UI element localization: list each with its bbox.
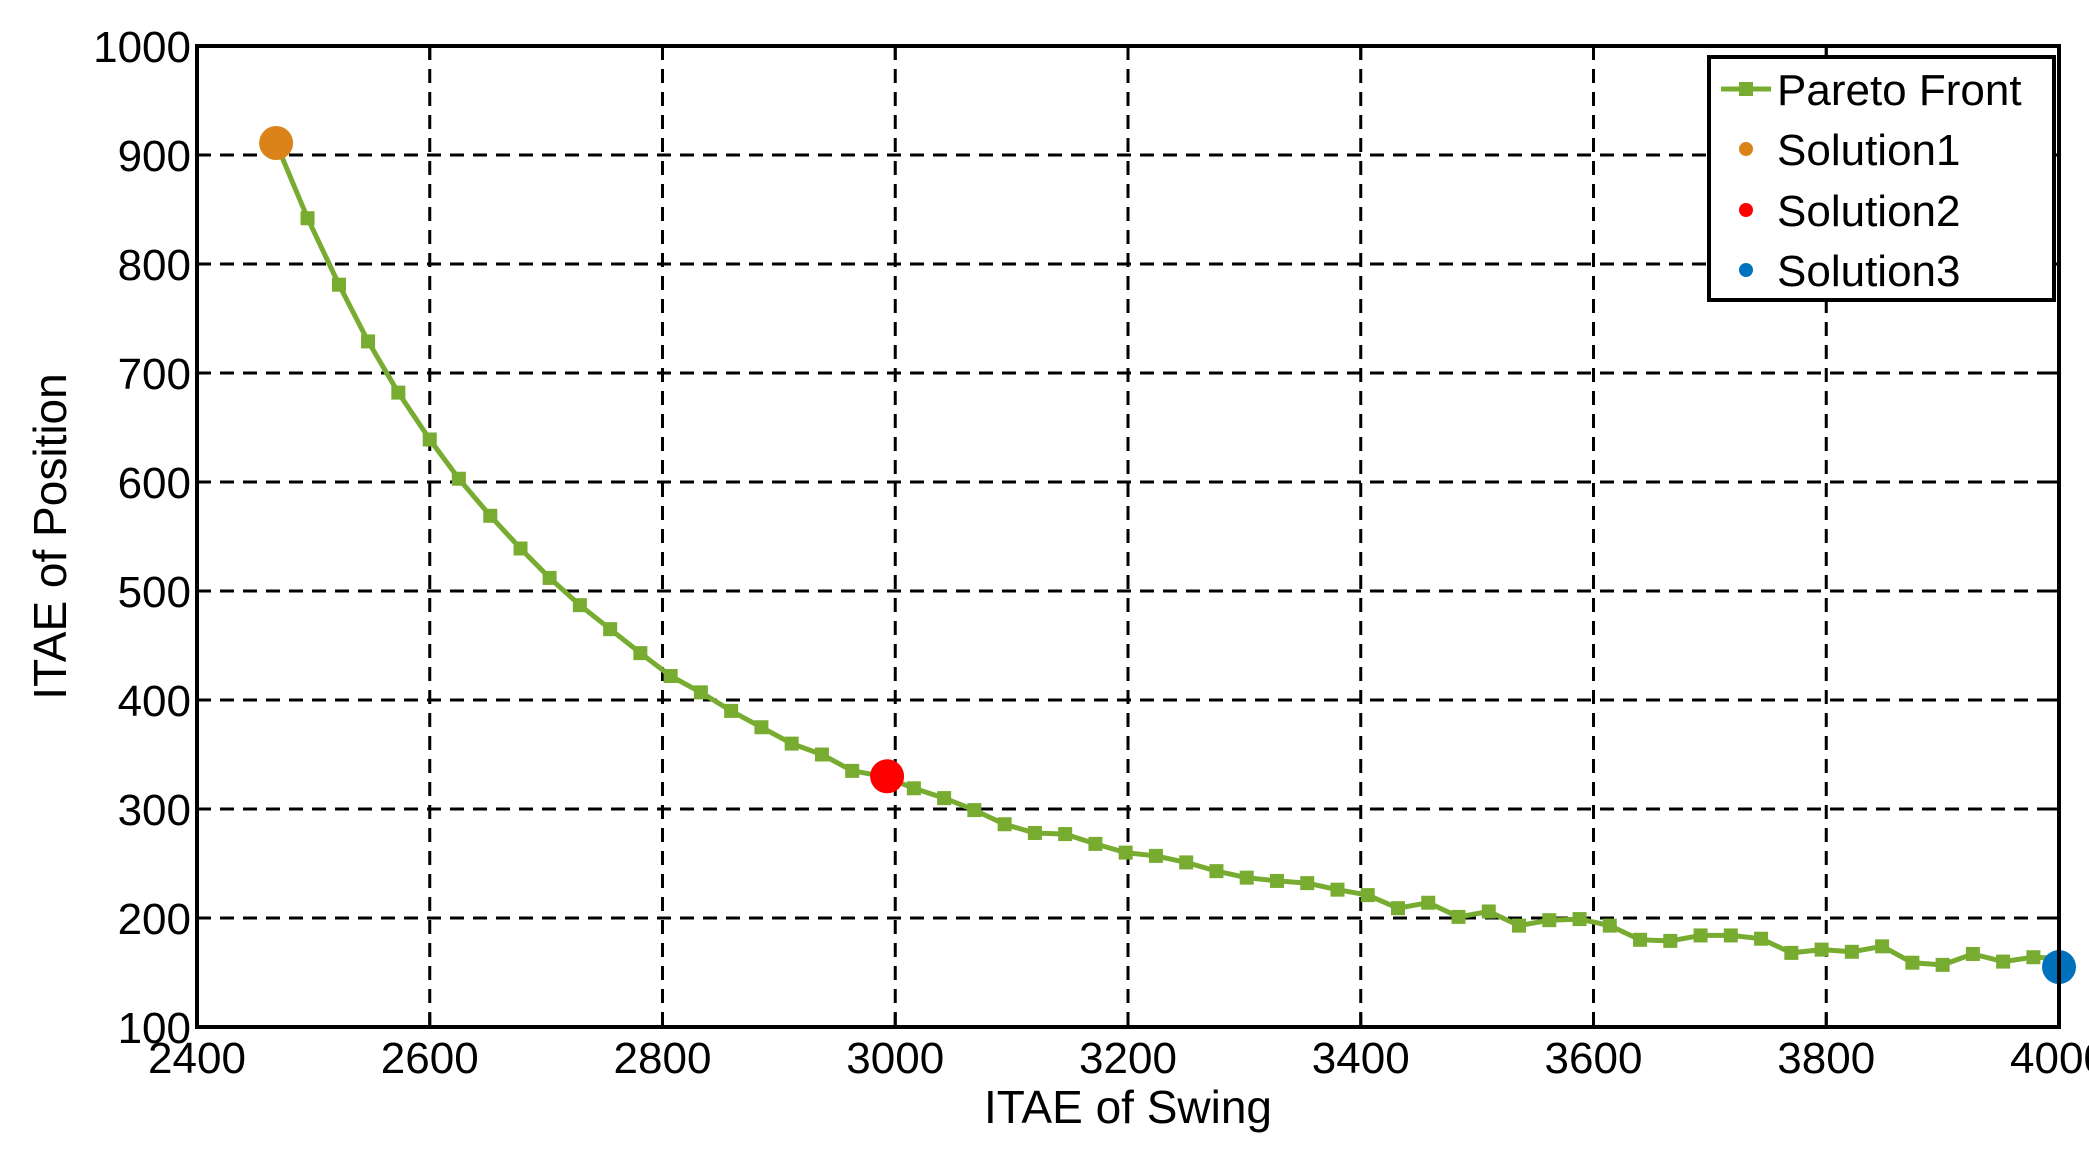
pareto-point — [1481, 904, 1496, 919]
pareto-point — [1421, 895, 1436, 910]
pareto-point — [422, 432, 437, 447]
pareto-point — [572, 598, 587, 613]
pareto-point — [1844, 944, 1859, 959]
pareto-point — [997, 817, 1012, 832]
pareto-point — [724, 703, 739, 718]
pareto-point — [1148, 848, 1163, 863]
pareto-point — [1572, 912, 1587, 927]
pareto-point — [451, 471, 466, 486]
pareto-point — [361, 334, 376, 349]
pareto-point — [1693, 928, 1708, 943]
pareto-point — [1935, 957, 1950, 972]
pareto-point — [1602, 918, 1617, 933]
pareto-point — [693, 685, 708, 700]
pareto-point — [1996, 954, 2011, 969]
pareto-point — [300, 211, 315, 226]
pareto-point — [1905, 955, 1920, 970]
legend-dot-swatch — [1739, 203, 1753, 217]
pareto-point — [1118, 845, 1133, 860]
legend-entry-label: Solution2 — [1777, 187, 1960, 236]
pareto-point — [1027, 825, 1042, 840]
pareto-point — [967, 803, 982, 818]
pareto-point — [1512, 918, 1527, 933]
pareto-point — [1663, 933, 1678, 948]
pareto-point — [2026, 950, 2041, 965]
y-axis-label: ITAE of Position — [24, 373, 76, 699]
legend-box — [1707, 55, 2056, 302]
pareto-point — [937, 791, 952, 806]
legend-entry-label: Solution3 — [1777, 247, 1960, 296]
x-tick-label: 4000 — [2010, 1034, 2089, 1083]
pareto-point — [331, 277, 346, 292]
y-tick-label: 200 — [118, 895, 191, 944]
pareto-point — [513, 541, 528, 556]
pareto-point — [1754, 931, 1769, 946]
y-tick-label: 900 — [118, 132, 191, 181]
legend-entry-label: Pareto Front — [1777, 66, 2022, 115]
pareto-point — [391, 385, 406, 400]
series-layer — [259, 126, 2076, 985]
y-tick-label: 800 — [118, 241, 191, 290]
grid — [197, 46, 2059, 1027]
pareto-point — [1088, 836, 1103, 851]
pareto-point — [814, 747, 829, 762]
legend-square-swatch — [1739, 82, 1753, 96]
y-tick-label: 500 — [118, 568, 191, 617]
solution2-point — [870, 759, 905, 794]
x-tick-label: 3800 — [1777, 1034, 1875, 1083]
y-tick-label: 700 — [118, 350, 191, 399]
pareto-point — [1209, 864, 1224, 879]
x-tick-label: 3200 — [1079, 1034, 1177, 1083]
x-tick-label: 2400 — [148, 1034, 246, 1083]
pareto-point — [1451, 909, 1466, 924]
legend-dot-swatch — [1739, 263, 1753, 277]
pareto-point — [1390, 901, 1405, 916]
pareto-point — [1875, 939, 1890, 954]
pareto-point — [1058, 827, 1073, 842]
pareto-point — [845, 763, 860, 778]
pareto-point — [1723, 928, 1738, 943]
x-tick-label: 3600 — [1545, 1034, 1643, 1083]
pareto-point — [1239, 870, 1254, 885]
pareto-point — [1965, 946, 1980, 961]
pareto-point — [906, 781, 921, 796]
legend-dot-swatch — [1739, 142, 1753, 156]
pareto-point — [1542, 913, 1557, 928]
x-tick-label: 3400 — [1312, 1034, 1410, 1083]
pareto-point — [603, 622, 618, 637]
y-tick-label: 300 — [118, 786, 191, 835]
pareto-point — [663, 669, 678, 684]
y-tick-label: 400 — [118, 677, 191, 726]
pareto-point — [542, 570, 557, 585]
pareto-point — [1814, 942, 1829, 957]
pareto-point — [633, 646, 648, 661]
pareto-point — [483, 508, 498, 523]
solution1-point — [259, 126, 294, 161]
tick-layer: 2400 2600 2800 3000 3200 3400 3600 3800 4000 100 2… — [93, 23, 2089, 1083]
pareto-point — [1360, 888, 1375, 903]
legend: Pareto Front Solution1 Solution2 Solution3 — [1707, 55, 2056, 302]
x-tick-label: 2600 — [381, 1034, 479, 1083]
pareto-point — [1633, 932, 1648, 947]
pareto-point — [784, 736, 799, 751]
pareto-point — [754, 720, 769, 735]
x-tick-label: 3000 — [846, 1034, 944, 1083]
y-tick-label: 1000 — [93, 23, 191, 72]
pareto-point — [1179, 855, 1194, 870]
legend-entry-label: Solution1 — [1777, 126, 1960, 175]
pareto-point — [1269, 873, 1284, 888]
x-tick-label: 2800 — [614, 1034, 712, 1083]
y-tick-label: 600 — [118, 459, 191, 508]
pareto-point — [1784, 945, 1799, 960]
pareto-point — [1300, 876, 1315, 891]
x-axis-label: ITAE of Swing — [984, 1081, 1272, 1133]
y-tick-label: 100 — [118, 1004, 191, 1053]
pareto-point — [1330, 882, 1345, 897]
